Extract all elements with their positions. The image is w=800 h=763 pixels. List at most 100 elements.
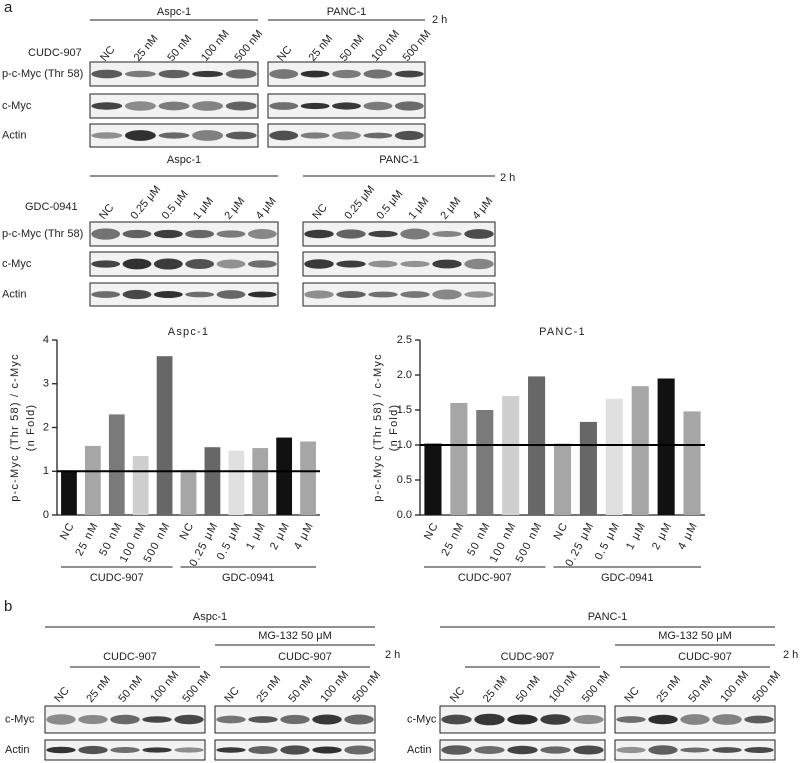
band (464, 291, 494, 298)
x-tick-label: 4 μM (292, 520, 316, 552)
lane-label: 25 nM (132, 33, 161, 64)
x-tick-label: NC (552, 520, 571, 542)
lane-label: NC (52, 685, 71, 705)
band (363, 132, 393, 139)
bar (300, 441, 316, 515)
blot (89, 221, 279, 247)
lane-label: 50 nM (514, 674, 543, 705)
panel-label: b (4, 598, 12, 615)
band (368, 230, 398, 238)
band (336, 290, 366, 299)
lane-label: 100 nM (318, 669, 351, 705)
band (216, 230, 246, 238)
lane-label: 50 nM (165, 33, 194, 64)
band (91, 291, 121, 298)
time-label: 2 h (432, 14, 447, 26)
lane-label: 2 μM (438, 195, 463, 222)
treatment-label: CUDC-907 (278, 651, 332, 663)
x-tick-label: NC (58, 520, 77, 542)
band (46, 746, 76, 754)
bar (180, 469, 197, 515)
band (616, 746, 646, 754)
band (269, 102, 299, 110)
band (124, 101, 156, 111)
bar (204, 447, 221, 515)
band (153, 291, 183, 298)
row-label: p-c-Myc (Thr 58) (2, 68, 83, 80)
band (304, 290, 334, 299)
group-label: GDC-0941 (601, 572, 654, 584)
band (712, 714, 742, 725)
band (91, 132, 123, 139)
band (110, 746, 140, 754)
cell-line-label: Aspc-1 (157, 6, 191, 18)
blot (267, 123, 426, 148)
blot (302, 221, 496, 247)
lane-label: 25 nM (481, 674, 510, 705)
lane-label: 100 nM (718, 669, 751, 705)
band (192, 101, 224, 111)
blot (89, 282, 279, 307)
pretreatment-label: MG-132 50 μM (258, 630, 332, 642)
band (142, 747, 172, 753)
band (248, 716, 278, 723)
lane-label: 500 nM (233, 28, 266, 64)
x-tick-label: 50 nM (465, 520, 493, 558)
x-tick-label: 1 μM (624, 520, 648, 552)
band (174, 747, 204, 753)
y-axis-label: (n Fold) (388, 404, 400, 452)
x-tick-label: 0.5 μM (593, 520, 623, 562)
band (540, 714, 571, 725)
band (122, 229, 152, 239)
blot (302, 251, 496, 277)
band (110, 714, 140, 725)
band (400, 291, 430, 298)
lane-label: 100 nM (369, 28, 402, 64)
band (332, 131, 361, 140)
band (344, 745, 374, 755)
band (122, 289, 152, 300)
y-tick-label: 1 (43, 465, 49, 477)
band (400, 228, 430, 240)
band (432, 289, 462, 300)
row-label: Actin (5, 744, 29, 756)
cell-line-label: Aspc-1 (193, 611, 227, 623)
band (91, 260, 121, 268)
panel-label: a (4, 0, 13, 16)
y-tick-label: 1.5 (397, 404, 412, 416)
band (225, 101, 257, 111)
treatment-label: CUDC-907 (678, 651, 732, 663)
lane-label: 0.25 μM (128, 183, 163, 221)
lane-label: 0.5 μM (374, 188, 405, 222)
bar (553, 443, 572, 515)
row-label: Actin (407, 744, 431, 756)
band (648, 745, 678, 755)
blot (89, 251, 279, 277)
band (300, 132, 330, 139)
lane-label: 1 μM (406, 195, 431, 222)
time-label: 2 h (783, 649, 798, 661)
band (153, 229, 183, 239)
band (368, 260, 398, 268)
band (247, 260, 277, 268)
lane-label: 4 μM (470, 195, 495, 222)
band (174, 714, 204, 725)
bar (276, 437, 293, 515)
band (192, 70, 224, 78)
band (46, 714, 76, 725)
band (124, 70, 156, 78)
lane-label: NC (97, 202, 116, 222)
x-tick-label: 25 nM (439, 520, 467, 558)
band (712, 747, 742, 753)
band (91, 102, 123, 110)
lane-label: 500 nM (580, 669, 613, 705)
lane-label: 25 nM (306, 33, 335, 64)
row-label: c-Myc (2, 258, 32, 270)
bar (605, 398, 623, 515)
band (573, 714, 604, 725)
lane-label: NC (275, 44, 294, 64)
band (216, 259, 246, 269)
lane-label: NC (310, 202, 329, 222)
lane-label: NC (98, 44, 117, 64)
